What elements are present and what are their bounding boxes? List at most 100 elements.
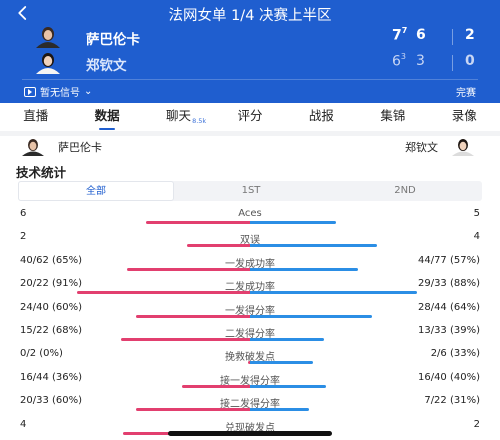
match-header: 法网女单 1/4 决赛上半区 萨巴伦卡 77 6 2 郑钦文 63 3 0 暂无… <box>0 0 500 103</box>
stat-label: 兑现破发点 <box>225 422 275 434</box>
signal-status[interactable]: 暂无信号 ⌄ <box>24 84 92 99</box>
player1-avatar <box>30 26 66 48</box>
stat-left-value: 15/22 (68%) <box>20 325 83 336</box>
stat-row: 16/44 (36%) 接一发得分率 16/40 (40%) <box>0 372 500 402</box>
left-player-header: 萨巴伦卡 <box>16 138 102 156</box>
stat-right-value: 2 <box>473 418 480 430</box>
stat-left-bar <box>136 314 250 318</box>
stat-left-value: 6 <box>20 208 27 219</box>
stat-label: 接一发得分率 <box>220 375 280 387</box>
stat-left-bar <box>145 221 250 224</box>
stat-label: 一发得分率 <box>225 305 275 317</box>
stat-right-bar <box>250 244 378 248</box>
player1-score-row[interactable]: 萨巴伦卡 77 6 2 <box>0 24 500 50</box>
back-arrow-icon <box>18 6 27 20</box>
stat-left-bar <box>120 338 250 341</box>
player1-sets-won: 2 <box>465 27 475 43</box>
stat-label: 接二发得分率 <box>220 399 280 411</box>
stat-right-value: 28/44 (64%) <box>417 301 480 313</box>
stat-left-value: 2 <box>20 231 27 243</box>
player2-avatar <box>30 52 66 74</box>
stat-right-value: 2/6 (33%) <box>430 348 480 360</box>
back-button[interactable] <box>14 4 38 24</box>
stat-left-bar <box>136 408 250 412</box>
player2-set1-score: 63 <box>392 52 407 70</box>
signal-text: 暂无信号 <box>40 88 80 99</box>
tab-live[interactable]: 直播 <box>23 108 49 123</box>
stat-left-bar <box>248 361 250 365</box>
stat-right-value: 44/77 (57%) <box>417 254 480 266</box>
subtab-1st[interactable]: 1ST <box>241 185 261 196</box>
stat-left-value: 4 <box>20 418 27 430</box>
right-player-header: 郑钦文 <box>405 138 480 156</box>
set-filter-tabs: 全部 1ST 2ND <box>18 181 482 201</box>
stat-label: 挽救破发点 <box>225 352 275 364</box>
stat-left-value: 20/33 (60%) <box>20 395 83 407</box>
stat-row: 2 双误 4 <box>0 231 500 261</box>
tab-report[interactable]: 战报 <box>308 108 334 123</box>
stat-right-bar <box>250 338 325 341</box>
player1-set2-score: 6 <box>416 27 426 43</box>
home-indicator <box>168 431 332 436</box>
player2-set2-score: 3 <box>416 53 425 69</box>
header-divider <box>22 79 478 80</box>
stat-row: 6 Aces 5 <box>0 208 500 238</box>
player1-name: 萨巴伦卡 <box>86 32 140 48</box>
right-player-avatar <box>446 138 480 156</box>
stat-row: 20/22 (91%) 二发成功率 29/33 (88%) <box>0 278 500 308</box>
main-tabs: 直播 数据 聊天 8.5k 评分 战报 集锦 录像 <box>0 103 500 131</box>
stat-label: 二发得分率 <box>225 329 275 340</box>
stat-right-value: 5 <box>473 208 480 219</box>
stat-left-value: 24/40 (60%) <box>20 301 83 313</box>
stat-row: 20/33 (60%) 接二发得分率 7/22 (31%) <box>0 395 500 425</box>
stat-row: 40/62 (65%) 一发成功率 44/77 (57%) <box>0 255 500 285</box>
stat-left-value: 20/22 (91%) <box>20 278 83 290</box>
player1-tiebreak: 7 <box>401 26 408 35</box>
tab-replay[interactable]: 录像 <box>451 108 477 123</box>
stat-left-value: 0/2 (0%) <box>20 348 63 360</box>
stat-label: Aces <box>238 208 262 219</box>
stat-right-bar <box>250 221 336 224</box>
stat-right-bar <box>250 314 372 318</box>
stat-right-value: 13/33 (39%) <box>417 325 480 336</box>
stat-right-bar <box>250 291 418 295</box>
stat-label: 双误 <box>240 235 260 247</box>
score-divider <box>452 29 453 45</box>
left-player-avatar <box>16 138 50 156</box>
chat-count-badge: 8.5k <box>192 117 207 125</box>
match-status: 完赛 <box>456 88 476 99</box>
stat-right-value: 7/22 (31%) <box>424 395 480 407</box>
section-separator <box>0 131 500 136</box>
stat-right-bar <box>250 384 326 388</box>
stat-right-value: 4 <box>473 231 480 243</box>
tab-chat[interactable]: 聊天 8.5k <box>143 103 214 131</box>
stat-right-bar <box>250 267 359 271</box>
player2-name: 郑钦文 <box>86 58 127 74</box>
section-title: 技术统计 <box>16 165 67 180</box>
stat-left-bar <box>77 291 250 295</box>
player2-sets-won: 0 <box>465 53 475 69</box>
tab-rating[interactable]: 评分 <box>237 108 263 123</box>
stat-row: 15/22 (68%) 二发得分率 13/33 (39%) <box>0 325 500 355</box>
score-divider <box>452 55 453 71</box>
page-title: 法网女单 1/4 决赛上半区 <box>168 8 332 24</box>
subtab-2nd[interactable]: 2ND <box>394 185 416 196</box>
stat-row: 4 兑现破发点 2 <box>0 419 500 440</box>
tab-data[interactable]: 数据 <box>71 103 142 131</box>
stat-left-value: 16/44 (36%) <box>20 371 83 383</box>
stat-right-bar <box>250 408 309 412</box>
tab-highlights[interactable]: 集锦 <box>380 108 406 123</box>
player2-score-row[interactable]: 郑钦文 63 3 0 <box>0 50 500 76</box>
stat-right-value: 29/33 (88%) <box>417 278 480 290</box>
stat-left-bar <box>187 244 250 248</box>
stat-right-bar <box>250 361 313 365</box>
tv-play-icon <box>24 86 36 97</box>
player2-tiebreak: 3 <box>400 52 407 61</box>
subtab-all[interactable]: 全部 <box>18 181 174 201</box>
stat-label: 二发成功率 <box>225 282 275 294</box>
stat-left-value: 40/62 (65%) <box>20 254 83 266</box>
stat-row: 24/40 (60%) 一发得分率 28/44 (64%) <box>0 302 500 332</box>
right-player-name: 郑钦文 <box>405 141 438 154</box>
stat-left-bar <box>126 267 250 271</box>
stat-row: 0/2 (0%) 挽救破发点 2/6 (33%) <box>0 348 500 378</box>
